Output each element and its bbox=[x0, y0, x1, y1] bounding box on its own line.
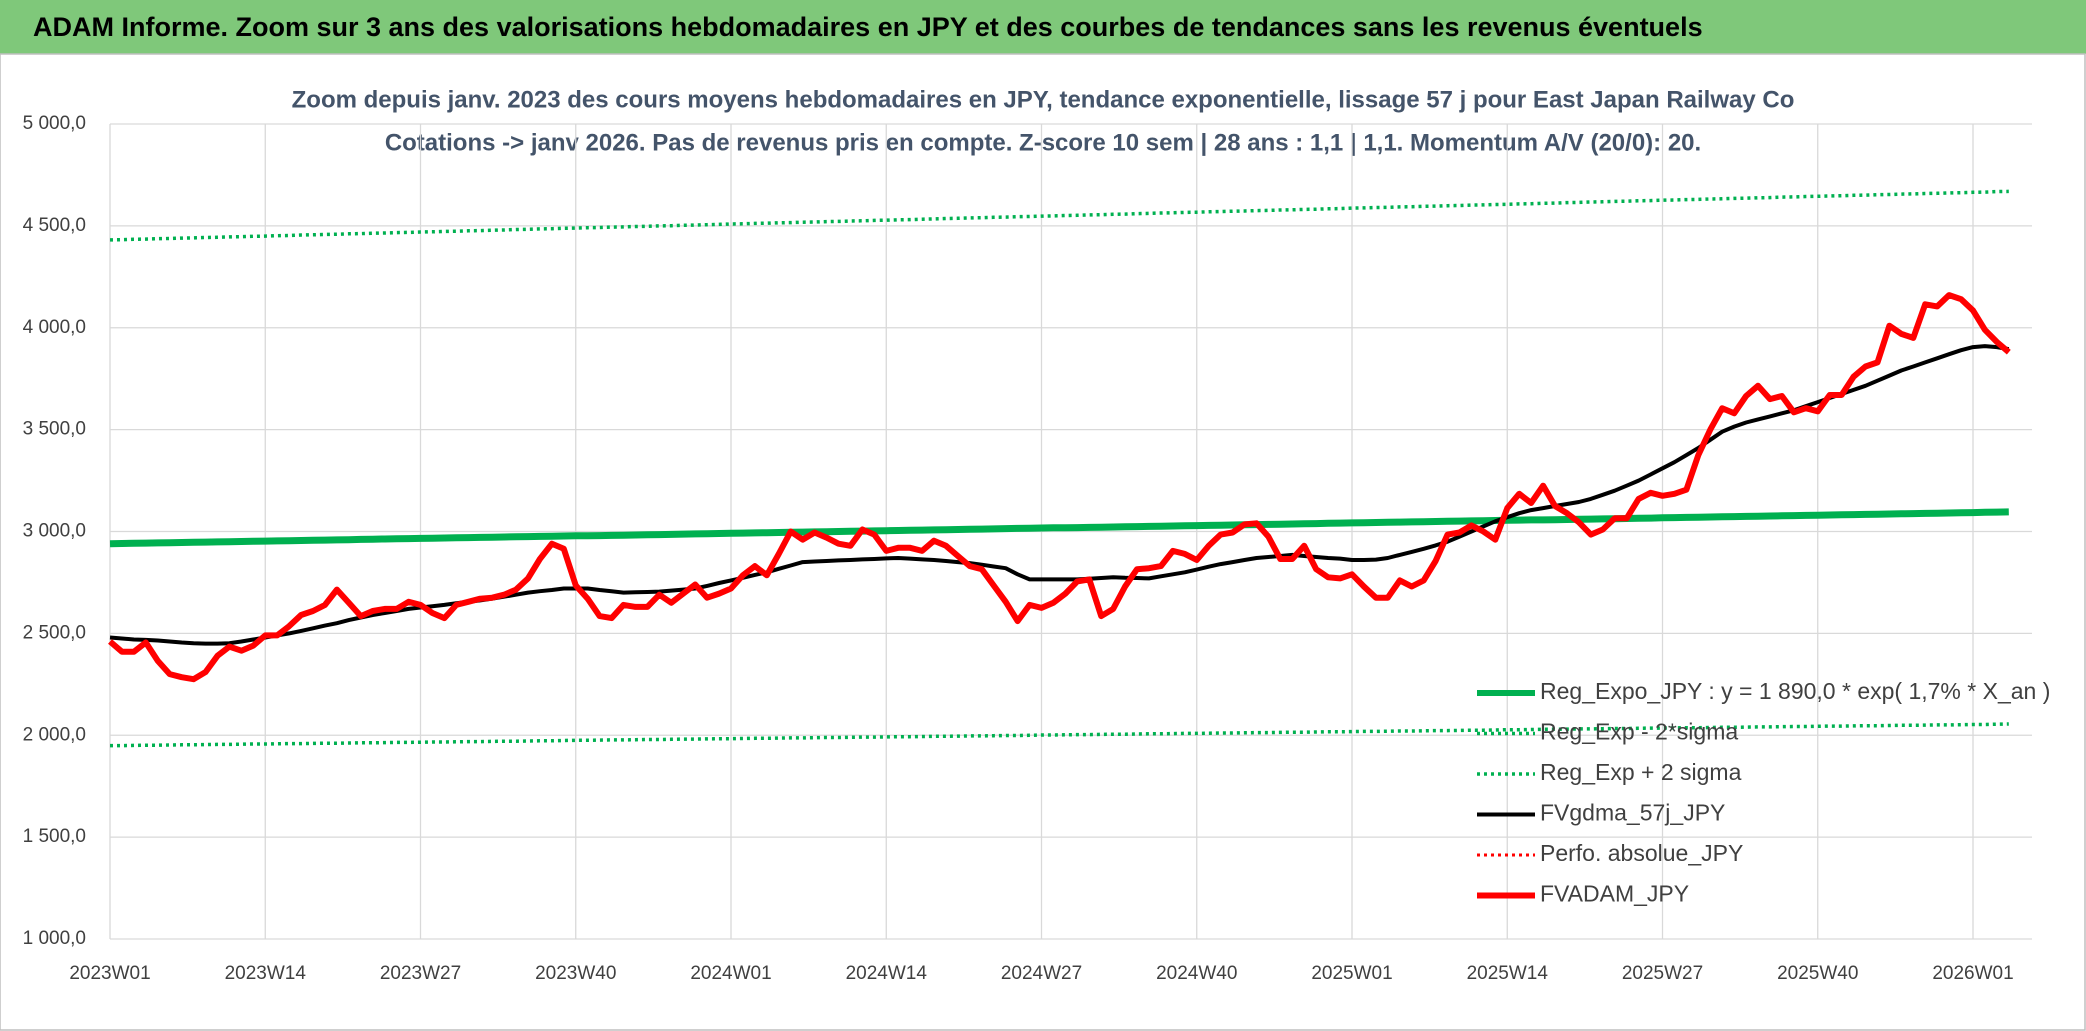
page-title: ADAM Informe. Zoom sur 3 ans des valoris… bbox=[33, 12, 1703, 42]
y-tick-label: 4 500,0 bbox=[23, 215, 86, 236]
x-tick-label: 2024W14 bbox=[846, 963, 928, 984]
banner bbox=[0, 0, 2086, 54]
chart-subtitle: Cotations -> janv 2026. Pas de revenus p… bbox=[385, 129, 1701, 156]
x-tick-label: 2023W01 bbox=[69, 963, 150, 984]
x-tick-label: 2025W14 bbox=[1467, 963, 1549, 984]
legend-label: Reg_Expo_JPY : y = 1 890,0 * exp( 1,7% *… bbox=[1540, 678, 2050, 704]
x-tick-label: 2025W40 bbox=[1777, 963, 1858, 984]
x-tick-label: 2023W40 bbox=[535, 963, 616, 984]
chart-title: Zoom depuis janv. 2023 des cours moyens … bbox=[292, 86, 1795, 113]
y-tick-label: 2 500,0 bbox=[23, 622, 86, 643]
x-tick-label: 2023W14 bbox=[225, 963, 307, 984]
series-line bbox=[110, 722, 2009, 748]
y-tick-label: 1 500,0 bbox=[23, 826, 86, 847]
series-line bbox=[109, 189, 2009, 242]
y-tick-label: 2 000,0 bbox=[23, 724, 86, 745]
y-tick-label: 4 000,0 bbox=[23, 317, 86, 338]
legend-label: Perfo. absolue_JPY bbox=[1540, 840, 1743, 866]
legend-label: Reg_Exp + 2 sigma bbox=[1540, 759, 1742, 785]
x-tick-label: 2025W27 bbox=[1622, 963, 1703, 984]
y-tick-label: 1 000,0 bbox=[23, 928, 86, 949]
x-tick-label: 2024W27 bbox=[1001, 963, 1082, 984]
y-tick-label: 3 500,0 bbox=[23, 419, 86, 440]
series-line bbox=[109, 508, 2009, 548]
x-tick-label: 2026W01 bbox=[1932, 963, 2013, 984]
x-tick-label: 2025W01 bbox=[1311, 963, 1392, 984]
legend-label: FVADAM_JPY bbox=[1540, 881, 1689, 907]
legend-label: Reg_Exp - 2*sigma bbox=[1540, 719, 1738, 745]
series-line bbox=[108, 292, 2011, 683]
x-tick-label: 2023W27 bbox=[380, 963, 461, 984]
y-tick-label: 3 000,0 bbox=[23, 521, 86, 542]
legend-label: FVgdma_57j_JPY bbox=[1540, 800, 1725, 826]
y-tick-label: 5 000,0 bbox=[23, 113, 86, 134]
x-tick-label: 2024W40 bbox=[1156, 963, 1237, 984]
x-tick-label: 2024W01 bbox=[690, 963, 771, 984]
